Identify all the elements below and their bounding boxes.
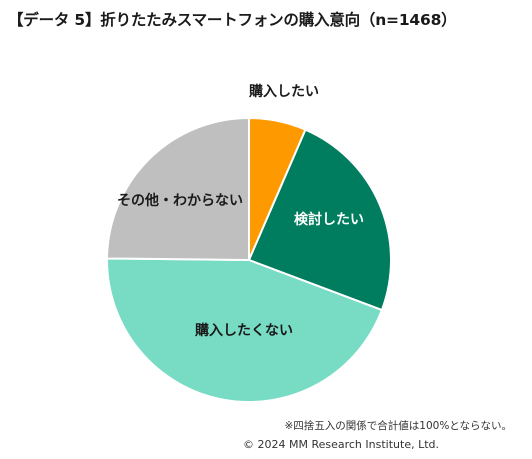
slice-not-buy bbox=[106, 257, 384, 403]
label-other: その他・わからない bbox=[117, 192, 243, 209]
label-not-buy: 購入したくない bbox=[194, 322, 293, 339]
pie-slices bbox=[105, 116, 392, 403]
chart-title: 【データ 5】折りたたみスマートフォンの購入意向（n=1468） bbox=[8, 11, 457, 29]
label-consider: 検討したい bbox=[294, 211, 364, 228]
slice-other bbox=[105, 116, 250, 262]
label-buy: 購入したい bbox=[248, 83, 319, 100]
slice-consider bbox=[247, 128, 392, 312]
copyright: © 2024 MM Research Institute, Ltd. bbox=[242, 438, 439, 451]
footnote: ※四捨五入の関係で合計値は100%とならない。 bbox=[284, 420, 512, 432]
